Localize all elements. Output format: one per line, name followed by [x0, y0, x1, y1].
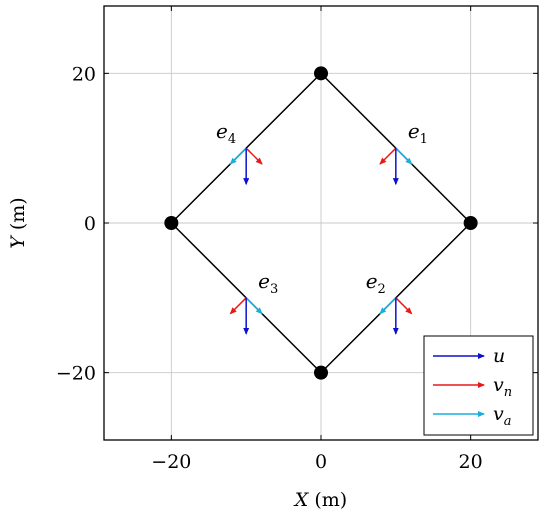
x-tick-label: 20 — [459, 451, 483, 473]
vn-arrow — [229, 297, 247, 315]
y-tick-label: 0 — [84, 213, 96, 235]
va-arrow — [395, 147, 413, 165]
legend-label-u: u — [493, 345, 505, 367]
edge-label-e2: e2 — [366, 269, 386, 297]
legend-label-vn: vn — [493, 374, 512, 400]
vn-arrow — [395, 297, 413, 315]
y-tick-label: −20 — [56, 363, 96, 385]
y-tick-label: 20 — [72, 63, 96, 85]
edge-arrows — [229, 147, 413, 335]
edge-label-e4: e4 — [216, 119, 236, 147]
va-arrow — [229, 147, 247, 165]
x-tick-label: −20 — [151, 451, 191, 473]
edge-labels: e1 e2 e3 e4 — [216, 119, 428, 297]
node-dot — [314, 66, 328, 81]
vn-arrow — [379, 147, 397, 165]
node-dot — [314, 365, 328, 380]
va-arrow — [379, 297, 397, 315]
legend-label-va: va — [493, 403, 512, 429]
va-arrow — [245, 297, 263, 315]
edge-label-e1: e1 — [408, 119, 428, 147]
edge-label-e3: e3 — [258, 269, 278, 297]
node-dot — [463, 216, 478, 230]
graph-nodes — [164, 66, 478, 380]
x-tick-label: 0 — [315, 451, 327, 473]
vn-arrow — [245, 147, 263, 165]
tick-labels: −20 0 20 20 0 −20 — [56, 6, 538, 473]
x-axis-label: X (m) — [293, 489, 347, 511]
legend: u vn va — [423, 335, 534, 436]
y-axis-label: Y (m) — [7, 197, 29, 248]
node-dot — [164, 216, 179, 230]
